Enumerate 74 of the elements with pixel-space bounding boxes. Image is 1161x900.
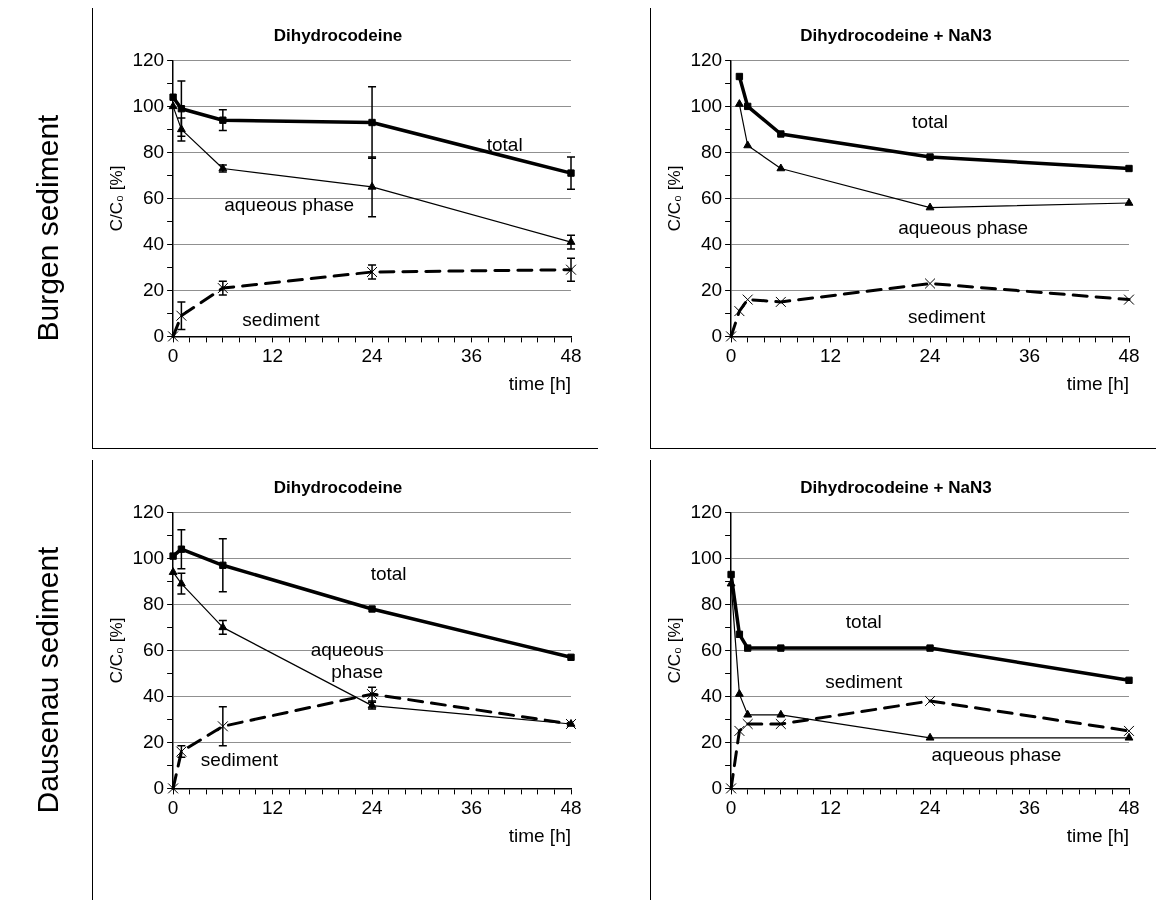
- y-tick-label: 40: [700, 684, 723, 706]
- y-tick-label: 120: [132, 500, 165, 522]
- x-tick-label: 36: [1018, 797, 1041, 819]
- x-tick-label: 0: [167, 345, 179, 367]
- y-tick-label: 80: [700, 140, 723, 162]
- y-tick-label: 20: [142, 730, 165, 752]
- series-label: aqueous phase: [898, 216, 1029, 238]
- x-tick-label: 48: [560, 797, 582, 819]
- x-tick-label: 48: [560, 345, 582, 367]
- x-tick-label: 48: [1118, 797, 1140, 819]
- chart-title: Dihydrocodeine: [273, 477, 403, 497]
- y-tick-label: 40: [142, 684, 165, 706]
- y-tick-label: 100: [132, 94, 165, 116]
- x-tick-label: 0: [725, 345, 737, 367]
- series-label: sediment: [825, 670, 903, 692]
- y-tick-label: 40: [142, 232, 165, 254]
- y-tick-label: 20: [700, 278, 723, 300]
- text: Burgen sediment: [30, 114, 65, 342]
- chart-title: Dihydrocodeine + NaN3: [800, 477, 992, 497]
- y-tick-label: 120: [690, 48, 723, 70]
- x-tick-label: 24: [919, 797, 942, 819]
- y-tick-label: 60: [142, 186, 165, 208]
- series-label: sediment: [908, 306, 986, 328]
- x-axis-title: time [h]: [508, 824, 571, 846]
- y-axis-title: C/C₀ [%]: [106, 617, 126, 684]
- series-label: total: [912, 110, 949, 132]
- y-tick-label: 80: [142, 140, 165, 162]
- x-axis-title: time [h]: [1066, 824, 1129, 846]
- y-tick-label: 40: [700, 232, 723, 254]
- x-tick-label: 12: [262, 797, 284, 819]
- series-label: total: [486, 133, 523, 155]
- y-tick-label: 60: [700, 186, 723, 208]
- y-tick-label: 80: [700, 592, 723, 614]
- y-tick-label: 100: [690, 546, 723, 568]
- y-tick-label: 0: [711, 776, 723, 798]
- series-label: aqueous phase: [224, 193, 355, 215]
- y-tick-label: 60: [700, 638, 723, 660]
- y-tick-label: 0: [711, 324, 723, 346]
- y-tick-label: 80: [142, 592, 165, 614]
- y-tick-label: 60: [142, 638, 165, 660]
- x-tick-label: 36: [460, 797, 483, 819]
- x-axis-title: time [h]: [508, 372, 571, 394]
- x-tick-label: 48: [1118, 345, 1140, 367]
- series-label: aqueous phase: [310, 638, 384, 682]
- y-tick-label: 0: [153, 776, 165, 798]
- y-tick-label: 20: [142, 278, 165, 300]
- y-tick-label: 0: [153, 324, 165, 346]
- x-tick-label: 12: [262, 345, 284, 367]
- y-axis-title: C/C₀ [%]: [106, 165, 126, 232]
- y-axis-title: C/C₀ [%]: [664, 165, 684, 232]
- x-tick-label: 24: [361, 797, 384, 819]
- x-tick-label: 0: [167, 797, 179, 819]
- series-label: sediment: [242, 308, 321, 330]
- y-tick-label: 20: [700, 730, 723, 752]
- series-label: aqueous phase: [931, 744, 1062, 766]
- x-tick-label: 12: [820, 345, 842, 367]
- x-axis-title: time [h]: [1066, 372, 1129, 394]
- x-tick-label: 24: [919, 345, 942, 367]
- y-tick-label: 120: [690, 500, 723, 522]
- x-tick-label: 36: [1018, 345, 1041, 367]
- y-axis-title: C/C₀ [%]: [664, 617, 684, 684]
- y-tick-label: 100: [132, 546, 165, 568]
- x-tick-label: 24: [361, 345, 384, 367]
- y-tick-label: 100: [690, 94, 723, 116]
- y-tick-label: 120: [132, 48, 165, 70]
- series-label: sediment: [200, 749, 279, 771]
- series-label: total: [845, 611, 882, 633]
- x-tick-label: 12: [820, 797, 842, 819]
- series-label: total: [370, 562, 407, 584]
- chart-title: Dihydrocodeine: [273, 25, 403, 45]
- text: Dausenau sediment: [30, 546, 65, 814]
- x-tick-label: 36: [460, 345, 483, 367]
- x-tick-label: 0: [725, 797, 737, 819]
- chart-title: Dihydrocodeine + NaN3: [800, 25, 992, 45]
